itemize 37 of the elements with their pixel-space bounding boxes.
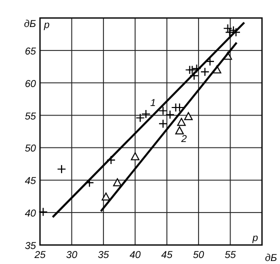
point — [141, 109, 150, 119]
point — [38, 207, 48, 216]
y-tick-label: 60 — [24, 78, 36, 90]
point — [130, 152, 140, 160]
point — [102, 192, 110, 201]
point — [184, 112, 193, 120]
point — [136, 113, 145, 122]
point — [84, 178, 94, 188]
point — [57, 164, 66, 174]
y-tick-label: 35 — [24, 241, 36, 252]
x-tick-label: 30 — [66, 250, 78, 261]
annotation: p — [43, 20, 50, 31]
y-tick-label: 45 — [24, 176, 36, 188]
point — [113, 178, 122, 186]
y-tick-label: 40 — [24, 208, 36, 220]
x-tick-label: 55 — [224, 250, 236, 261]
y-tick-label: 55 — [24, 111, 36, 122]
point — [158, 119, 168, 128]
x-tick-label: 45 — [161, 250, 173, 261]
x-tick-label: 40 — [130, 250, 142, 261]
x-axis-title: дБ — [264, 253, 278, 264]
y-tick-label: 50 — [24, 144, 36, 155]
point — [231, 28, 241, 37]
x-tick-label: 35 — [98, 250, 110, 261]
point — [205, 56, 215, 66]
point — [106, 155, 116, 165]
annotation: p — [251, 233, 258, 244]
annotation: 2 — [180, 134, 188, 145]
point — [177, 118, 186, 126]
point — [192, 64, 202, 74]
y-axis-title: дБ — [24, 19, 36, 30]
point — [200, 67, 210, 76]
annotation: 1 — [150, 98, 156, 109]
y-tick-label: 65 — [24, 46, 36, 58]
x-tick-label: 50 — [193, 250, 205, 261]
x-tick-label: 25 — [33, 250, 46, 261]
point — [175, 126, 184, 134]
